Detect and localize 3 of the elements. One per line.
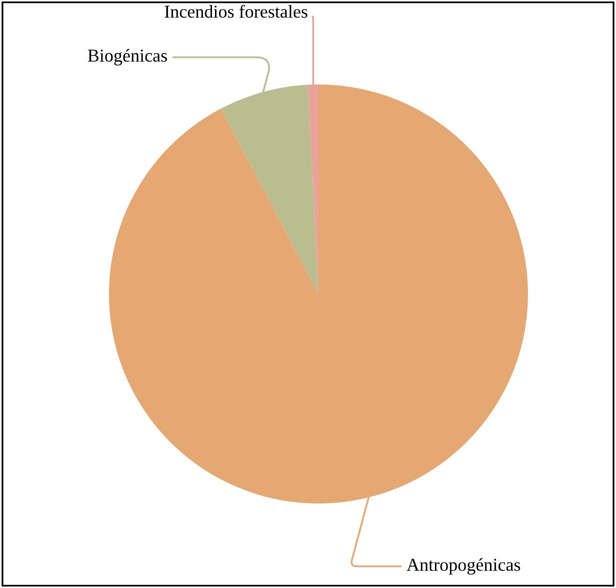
slice-label: Antropogénicas	[406, 558, 520, 575]
slice-label: Biogénicas	[88, 49, 167, 66]
slice-label: Incendios forestales	[164, 4, 308, 18]
